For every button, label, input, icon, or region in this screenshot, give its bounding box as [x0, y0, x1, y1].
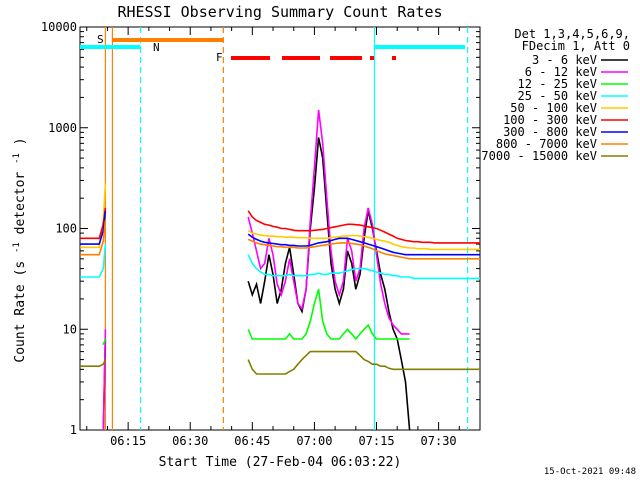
- y-ticks: 1 10 100 1000 10000: [41, 20, 480, 437]
- x-ticks: 06:15 06:30 06:45 07:00 07:15 07:30: [86, 27, 460, 448]
- chart-title: RHESSI Observing Summary Count Rates: [117, 3, 442, 21]
- legend-label: 3 - 6 keV: [532, 53, 597, 67]
- legend-head-1: Det 1,3,4,5,6,9,: [514, 27, 630, 41]
- legend-label: 7000 - 15000 keV: [481, 149, 597, 163]
- x-tick-label: 06:30: [172, 434, 208, 448]
- series-line-25-50-keV: [80, 244, 480, 280]
- footer-date: 15-Oct-2021 09:48: [544, 467, 636, 477]
- y-tick-label: 1: [70, 423, 77, 437]
- legend-head-2: FDecim 1, Att 0: [522, 39, 630, 53]
- legend-label: 100 - 300 keV: [503, 113, 597, 127]
- x-tick-label: 06:45: [234, 434, 270, 448]
- flag-label-n: N: [153, 41, 160, 54]
- series-line-300-800-keV: [80, 210, 480, 256]
- series-line-6-12-keV: [102, 109, 410, 431]
- series-line-3-6-keV: [102, 137, 411, 431]
- legend-label: 12 - 25 keV: [518, 77, 597, 91]
- legend-label: 300 - 800 keV: [503, 125, 597, 139]
- series-line-12-25-keV: [102, 288, 410, 346]
- flags-group: S N F: [80, 33, 465, 64]
- series-line-7000-15000-keV: [80, 350, 480, 375]
- y-tick-label: 100: [55, 222, 77, 236]
- x-tick-label: 07:30: [421, 434, 457, 448]
- series-group: [80, 109, 480, 431]
- x-tick-label: 06:15: [110, 434, 146, 448]
- y-axis-label: Count Rate (s -1 detector -1 ): [8, 137, 28, 362]
- y-tick-label: 1000: [48, 121, 77, 135]
- x-tick-label: 07:00: [296, 434, 332, 448]
- x-tick-label: 07:15: [358, 434, 394, 448]
- y-tick-label: 10: [63, 322, 77, 336]
- legend-label: 25 - 50 keV: [518, 89, 597, 103]
- legend-label: 800 - 7000 keV: [496, 137, 597, 151]
- series-line-800-7000-keV: [80, 220, 480, 260]
- flag-label-s: S: [97, 33, 104, 46]
- legend-label: 6 - 12 keV: [525, 65, 597, 79]
- legend-label: 50 - 100 keV: [510, 101, 597, 115]
- flag-label-f: F: [216, 51, 223, 64]
- x-axis-label: Start Time (27-Feb-04 06:03:22): [159, 455, 402, 470]
- y-tick-label: 10000: [41, 20, 77, 34]
